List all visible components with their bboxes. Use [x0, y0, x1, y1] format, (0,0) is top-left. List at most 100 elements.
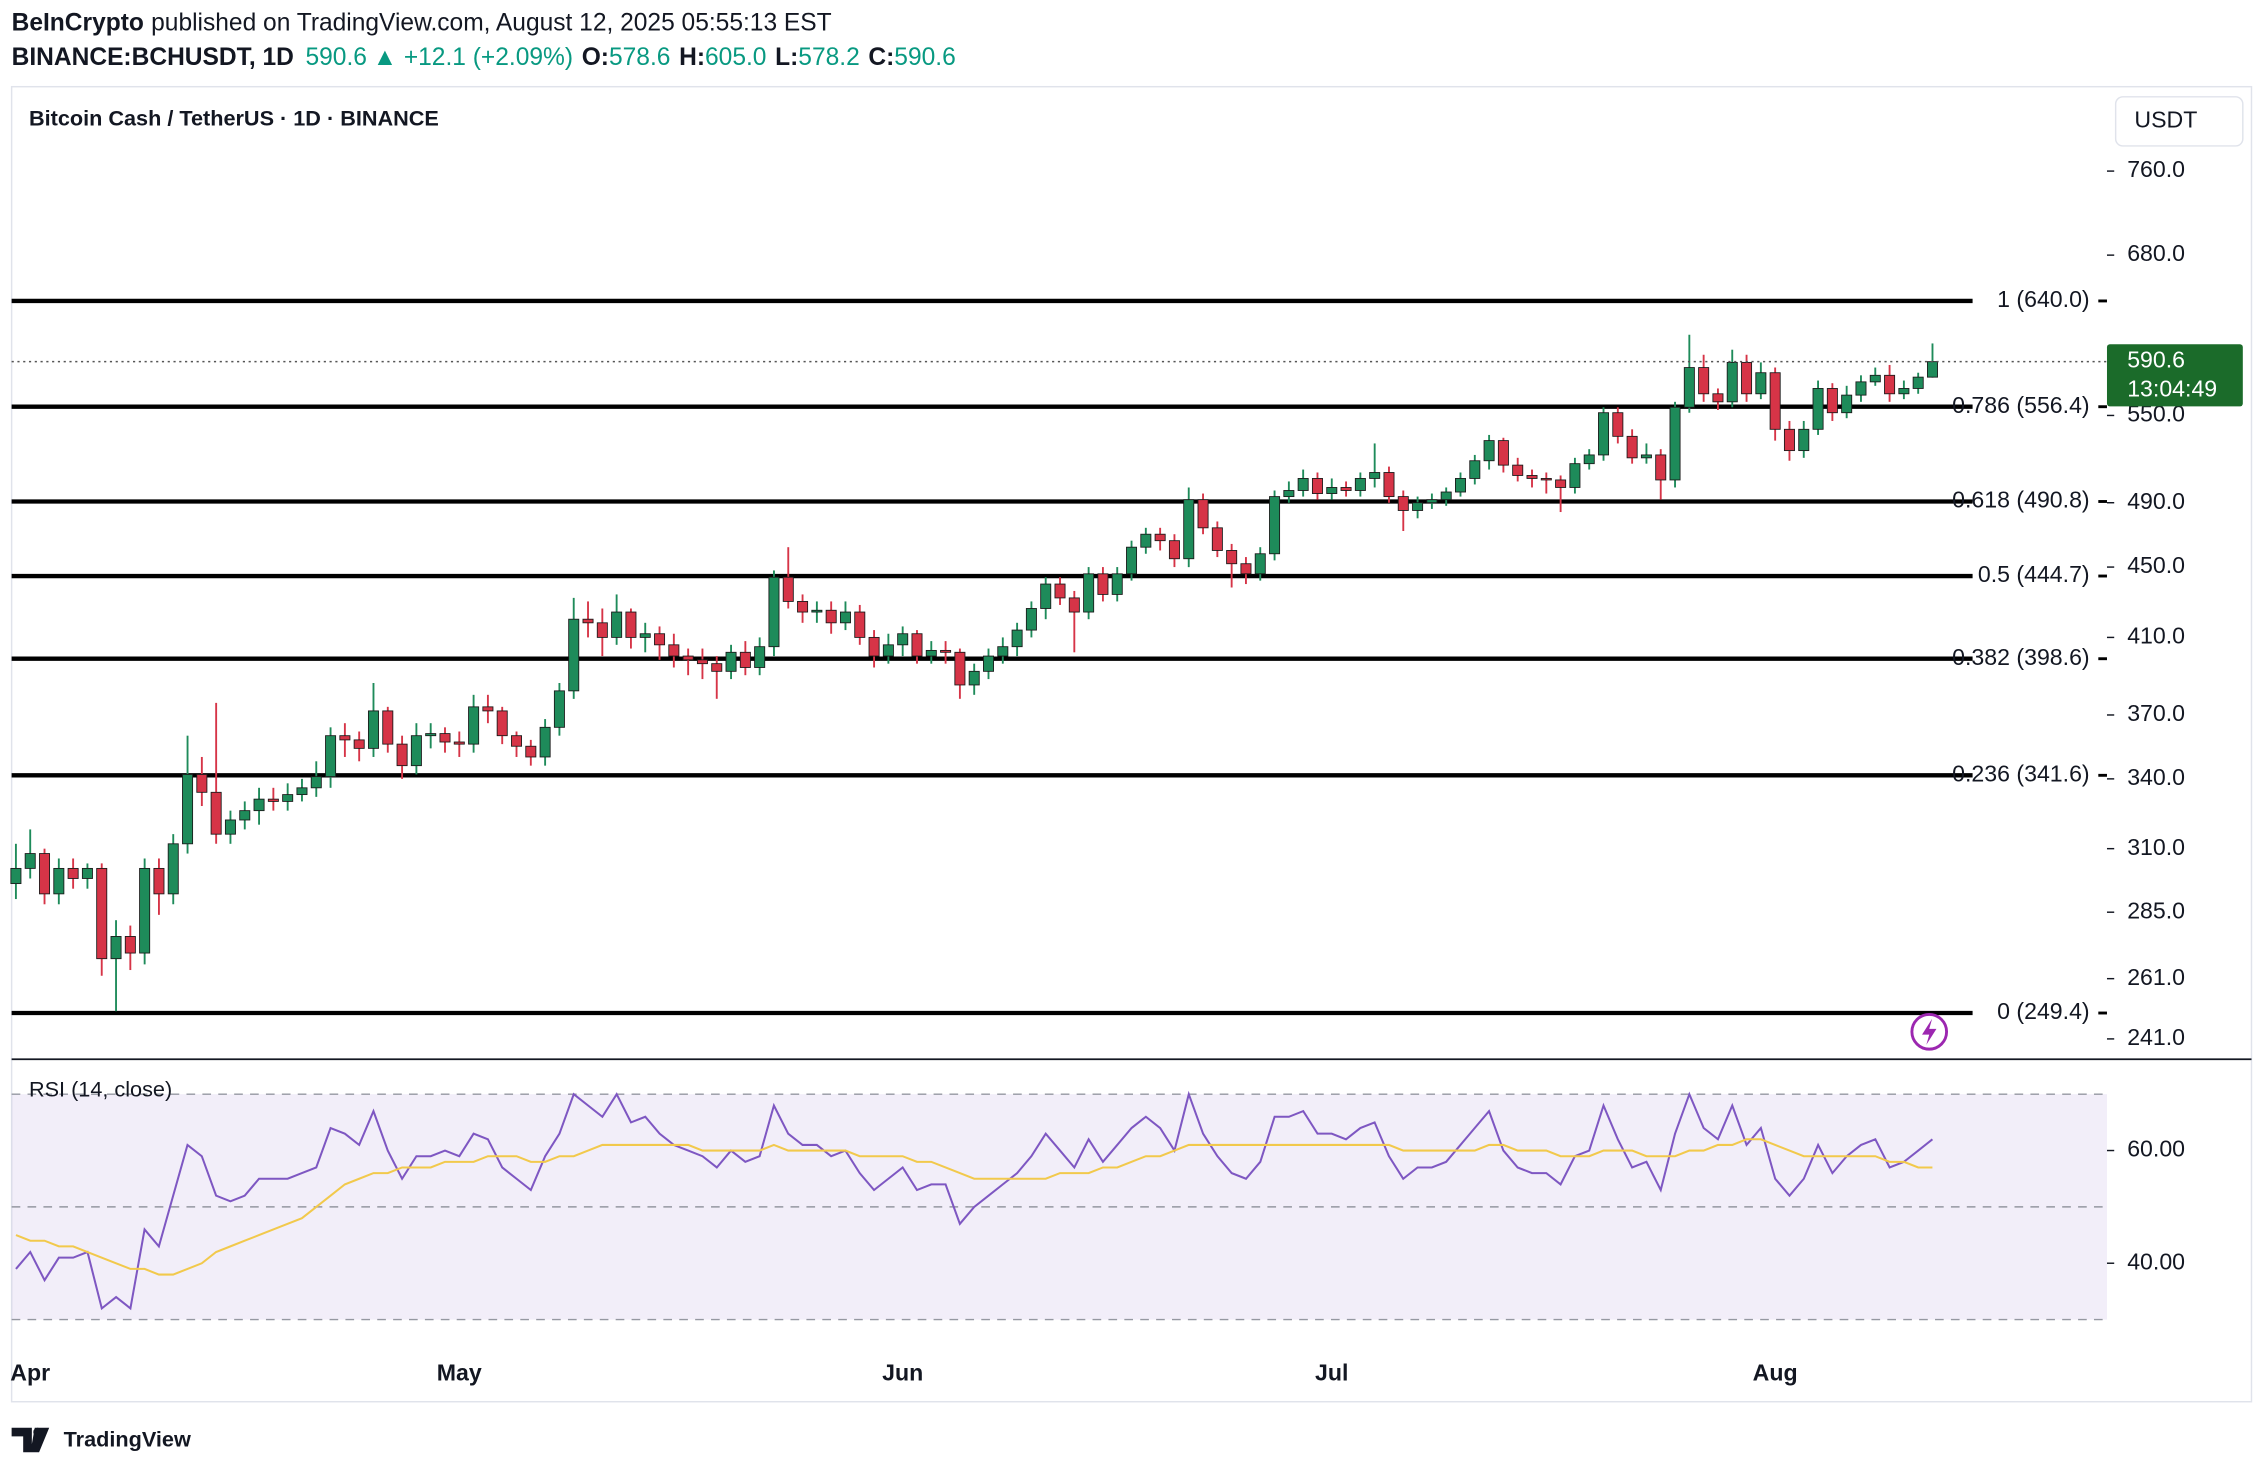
c-value: 590.6 — [894, 45, 955, 72]
candle-body — [1540, 478, 1552, 481]
candle-body — [625, 611, 637, 638]
candle — [1097, 567, 1109, 602]
c-label: C: — [868, 45, 894, 72]
header-line-2: BINANCE:BCHUSDT, 1D 590.6 ▲ +12.1 (+2.09%)… — [12, 45, 956, 72]
candle-body — [1197, 499, 1209, 529]
y-tick-label: 490.0 — [2127, 488, 2185, 514]
candle — [1783, 420, 1795, 461]
h-label: H: — [679, 45, 705, 72]
candle-body — [997, 646, 1009, 657]
rsi-title: RSI (14, close) — [29, 1077, 172, 1102]
candle-body — [553, 690, 565, 728]
candle — [353, 731, 365, 762]
candle — [596, 608, 608, 657]
candle — [24, 829, 36, 879]
candle-body — [1497, 440, 1509, 466]
candle — [611, 594, 623, 645]
candle — [511, 731, 523, 757]
candle — [1912, 372, 1924, 394]
y-tick-label: 680.0 — [2127, 240, 2185, 266]
candle-body — [668, 644, 680, 657]
candle-body — [1898, 388, 1910, 395]
candle-body — [1054, 583, 1066, 599]
candle-body — [1412, 502, 1424, 511]
currency-box[interactable] — [2114, 96, 2244, 147]
candle-body — [825, 609, 837, 624]
o-value: 578.6 — [609, 45, 670, 72]
candle — [968, 663, 980, 695]
candle-body — [1598, 412, 1610, 456]
candle — [1440, 487, 1452, 506]
candle — [196, 756, 208, 807]
candle — [339, 723, 351, 757]
candle-body — [811, 609, 823, 613]
candle — [1869, 367, 1881, 386]
candle-body — [711, 663, 723, 672]
candle — [67, 858, 79, 889]
candle — [224, 810, 236, 844]
candle-body — [1640, 454, 1652, 459]
candle — [81, 863, 93, 889]
candle-body — [267, 798, 279, 802]
candle-body — [854, 611, 866, 638]
candle — [153, 858, 165, 915]
fib-label: 0.5 (444.7) — [1978, 561, 2090, 587]
candle-body — [1183, 499, 1195, 560]
y-tick-label: 60.00 — [2127, 1136, 2185, 1162]
candle-body — [396, 743, 408, 767]
candle — [282, 783, 294, 811]
candle — [139, 858, 151, 965]
candle-body — [1369, 472, 1381, 479]
candle — [1926, 343, 1938, 378]
candle — [711, 656, 723, 699]
candle-body — [911, 633, 923, 657]
candle — [53, 858, 65, 905]
candle — [1540, 472, 1552, 494]
rsi-pane: 40.00 60.00 — [11, 1090, 2185, 1321]
candle — [325, 727, 337, 788]
candle-body — [1226, 550, 1238, 565]
x-tick-label: Jul — [1315, 1359, 1348, 1385]
candle — [868, 630, 880, 668]
candle — [1655, 449, 1667, 500]
y-tick-label: 40.00 — [2127, 1248, 2185, 1274]
candle — [267, 787, 279, 811]
candle — [739, 641, 751, 676]
candle — [439, 727, 451, 753]
candle-body — [582, 618, 594, 624]
candle-body — [1254, 553, 1266, 575]
candle — [1126, 540, 1138, 581]
candle — [1726, 349, 1738, 408]
x-tick-label: May — [437, 1359, 482, 1385]
candle-body — [1397, 496, 1409, 511]
y-tick-label: 370.0 — [2127, 700, 2185, 726]
candle — [1669, 401, 1681, 488]
candle — [1497, 437, 1509, 473]
candle-body — [367, 710, 379, 749]
candle-body — [1269, 496, 1281, 555]
candle — [1369, 443, 1381, 488]
candle — [39, 848, 51, 905]
candle-body — [439, 733, 451, 743]
candle-body — [1340, 487, 1352, 491]
o-label: O: — [582, 45, 609, 72]
y-tick-label: 241.0 — [2127, 1024, 2185, 1050]
candle-body — [1698, 367, 1710, 395]
candle-body — [1426, 499, 1438, 504]
candle-body — [1884, 374, 1896, 395]
candle — [1240, 557, 1252, 585]
candle-body — [1483, 440, 1495, 462]
candle — [1211, 521, 1223, 558]
candle — [1340, 481, 1352, 497]
fib-label: 0.618 (490.8) — [1952, 487, 2089, 513]
bolt — [1922, 1018, 1937, 1045]
candle — [1397, 490, 1409, 532]
candle-body — [1783, 428, 1795, 452]
candle — [754, 637, 766, 676]
candle — [1798, 420, 1810, 458]
candle — [1884, 364, 1896, 402]
candle-body — [868, 636, 880, 657]
candle-body — [1140, 533, 1152, 548]
candle — [1297, 469, 1309, 497]
